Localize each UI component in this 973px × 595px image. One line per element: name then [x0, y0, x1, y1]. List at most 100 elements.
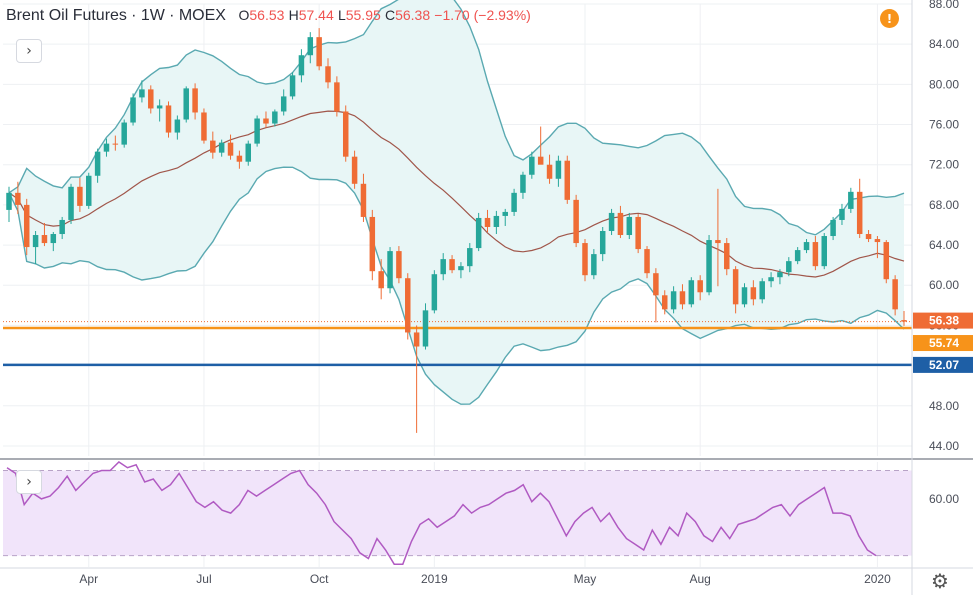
candle: [351, 150, 358, 189]
candle: [378, 259, 384, 300]
high-value: 57.44: [298, 7, 334, 23]
price-tick-label: 60.00: [929, 278, 959, 292]
price-tick-label: 84.00: [929, 37, 959, 51]
candle: [706, 235, 712, 296]
candle-body: [467, 248, 473, 267]
candle: [724, 238, 730, 276]
candle: [41, 222, 48, 247]
candle: [591, 249, 597, 280]
candle: [759, 278, 765, 304]
candle-body: [458, 266, 464, 271]
candle-body: [786, 261, 792, 273]
candle-body: [148, 89, 154, 109]
time-tick-label: Jul: [196, 572, 211, 586]
candle: [405, 273, 411, 340]
candle: [59, 216, 65, 240]
expand-rsi-button[interactable]: ›: [16, 470, 42, 494]
level-price-label-orange-bg: [913, 335, 973, 352]
candle: [821, 233, 827, 270]
candle: [493, 210, 500, 235]
candle-body: [475, 217, 482, 249]
candle: [6, 186, 12, 222]
candle-body: [245, 143, 252, 162]
candle-body: [653, 273, 659, 296]
candle: [183, 86, 189, 123]
candle: [670, 286, 677, 314]
candle: [564, 155, 571, 204]
candle-body: [289, 75, 296, 97]
candle-body: [688, 280, 695, 305]
candle: [874, 236, 881, 259]
candle-body: [50, 234, 57, 244]
candle: [635, 213, 641, 254]
candle-body: [608, 212, 615, 232]
candle-body: [812, 242, 819, 267]
candle-body: [121, 122, 127, 145]
price-tick-label: 48.00: [929, 399, 959, 413]
candle: [23, 198, 30, 256]
rsi-tick-label: 60.00: [929, 492, 959, 506]
candle-body: [839, 208, 845, 220]
candle: [325, 58, 331, 89]
candle-body: [369, 216, 376, 272]
candle: [715, 188, 721, 287]
candle-body: [396, 251, 402, 279]
candle-body: [68, 186, 74, 220]
candle-body: [848, 191, 854, 209]
settings-gear-icon[interactable]: ⚙: [931, 569, 949, 593]
candle-body: [254, 118, 260, 144]
candle-body: [679, 291, 686, 305]
rsi-line: [6, 461, 877, 565]
candle-body: [529, 156, 535, 175]
change-value: −1.70 (−2.93%): [434, 7, 531, 23]
candle: [892, 275, 898, 316]
time-tick-label: Aug: [690, 572, 711, 586]
candle-body: [582, 243, 588, 276]
candle-body: [86, 175, 92, 206]
candle: [449, 255, 455, 274]
candle: [77, 177, 83, 212]
candle-body: [883, 242, 890, 280]
candle: [617, 205, 624, 239]
candle-body: [768, 277, 774, 282]
candle: [245, 140, 252, 166]
candle-body: [307, 37, 314, 56]
candle-body: [227, 142, 234, 156]
candle: [608, 208, 615, 236]
candle: [227, 134, 234, 160]
candle: [777, 269, 783, 285]
candle: [644, 246, 650, 279]
candle-body: [174, 119, 181, 133]
alert-icon[interactable]: !: [880, 9, 899, 28]
last-price-label-bg: [913, 312, 973, 329]
candle-body: [378, 271, 384, 289]
candle-body: [520, 174, 526, 193]
expand-indicators-button[interactable]: ›: [16, 39, 42, 63]
candle: [86, 172, 92, 209]
bollinger-basis-line: [8, 110, 905, 278]
price-tick-label: 76.00: [929, 118, 959, 132]
candle-body: [405, 278, 411, 333]
candle: [192, 83, 198, 120]
candle: [148, 85, 154, 114]
exchange-label: MOEX: [178, 7, 226, 24]
candle-body: [6, 192, 12, 210]
candle: [573, 194, 579, 248]
candle: [298, 49, 305, 83]
candle: [794, 247, 801, 265]
symbol-name: Brent Oil Futures: [6, 7, 127, 24]
level-price-label-blue-bg: [913, 356, 973, 373]
candle-body: [218, 142, 225, 153]
price-tick-label: 80.00: [929, 77, 959, 91]
candle-body: [546, 164, 553, 179]
candle: [901, 310, 907, 326]
candle: [599, 226, 606, 262]
candle-body: [856, 191, 863, 235]
candle-body: [360, 183, 367, 217]
candle: [121, 119, 127, 148]
candle: [848, 187, 854, 213]
close-value: 56.38: [395, 7, 431, 23]
candle: [334, 76, 340, 117]
candle: [174, 115, 181, 140]
